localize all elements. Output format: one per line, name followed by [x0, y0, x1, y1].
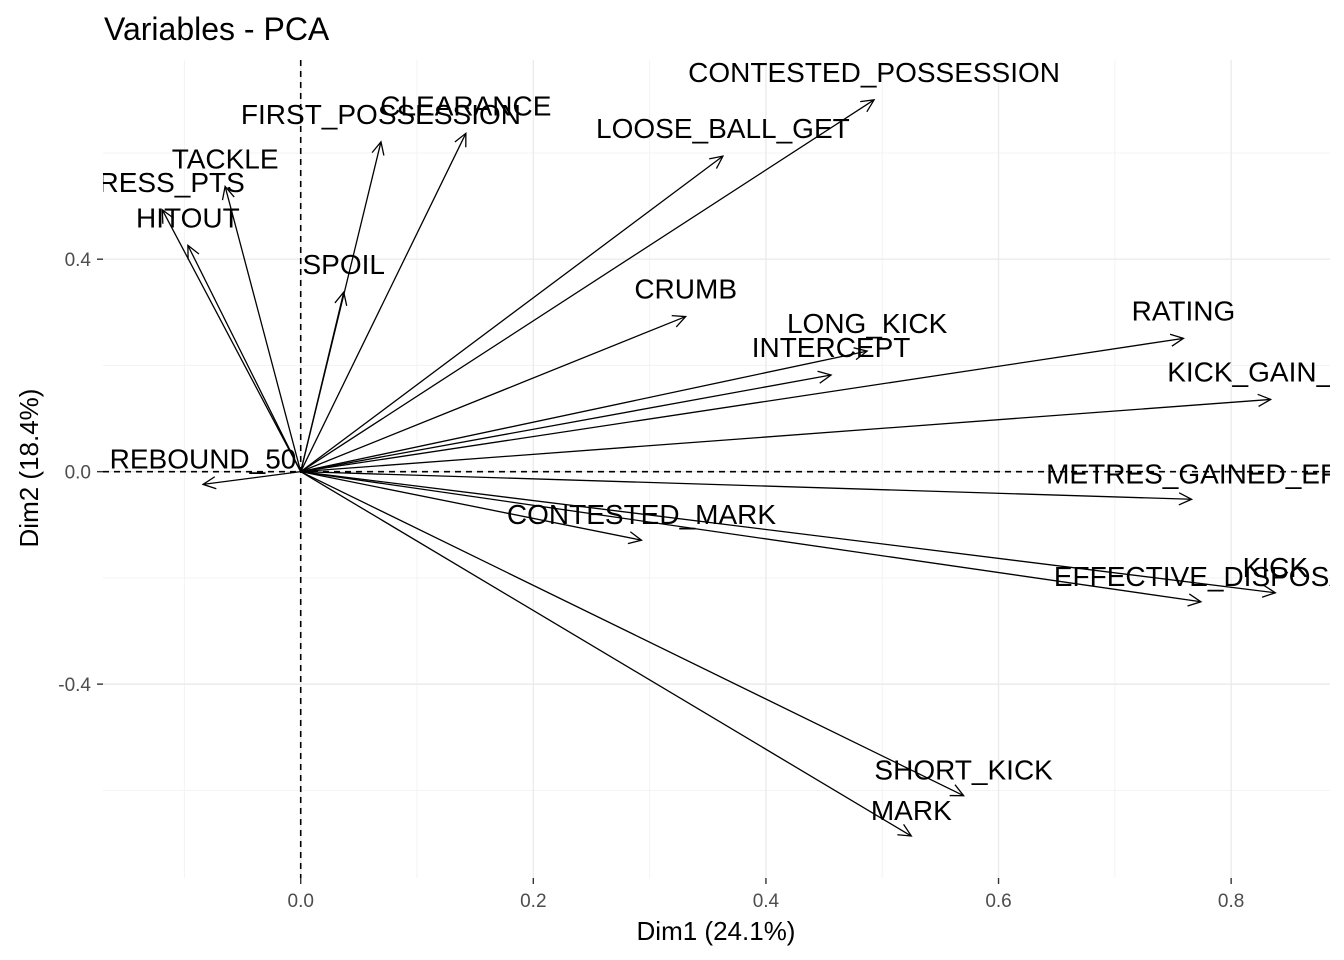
arrow-mark	[300, 471, 912, 837]
arrow-effective-disposa	[300, 471, 1201, 603]
arrowhead-effective-disposa	[1187, 593, 1203, 607]
arrow-contested-mark	[300, 471, 642, 541]
arrow-hitout	[187, 245, 302, 472]
label-metres-gained-ef: METRES_GAINED_EF	[1046, 458, 1337, 489]
arrowhead-kick	[1261, 584, 1277, 598]
y-tick-label: -0.4	[58, 675, 91, 696]
arrow-rating	[300, 337, 1184, 473]
y-tick-label: 0.4	[65, 250, 92, 271]
arrow-short-kick	[300, 471, 964, 797]
arrow-crumb	[300, 315, 686, 473]
x-axis-title: Dim1 (24.1%)	[637, 916, 796, 946]
label-press-pts: PRESS_PTS	[80, 167, 245, 198]
arrowhead-spoil	[334, 290, 348, 306]
label-short-kick: SHORT_KICK	[874, 755, 1053, 786]
variable-labels: CONTESTED_POSSESSION CLEARANCEFIRST_POSSE…	[80, 57, 1344, 826]
arrowhead-metres-gained-ef	[1178, 492, 1194, 506]
label-contested-possession: CONTESTED_POSSESSION	[688, 57, 1060, 88]
label-mark: MARK	[871, 795, 952, 826]
label-loose-ball-get: LOOSE_BALL_GET	[596, 113, 850, 144]
minor-gridlines	[103, 60, 1330, 878]
arrowhead-long-kick	[853, 347, 869, 361]
arrowhead-contested-possession	[860, 99, 876, 113]
arrowhead-press-pts	[161, 208, 174, 224]
label-clearance: CLEARANCE	[380, 90, 551, 121]
arrow-long-kick	[300, 350, 868, 473]
label-crumb: CRUMB	[634, 274, 737, 305]
arrowhead-hitout	[187, 244, 200, 260]
label-spoil: SPOIL	[303, 249, 385, 280]
arrow-loose-ball-get	[300, 155, 724, 473]
arrow-spoil	[300, 291, 345, 472]
y-axis-ticks: -0.4 0.0 0.4	[58, 250, 103, 696]
arrowhead-rebound-50	[201, 476, 217, 490]
arrowhead-rating	[1169, 333, 1185, 347]
x-tick-label: 0.4	[753, 891, 780, 912]
y-axis-title: Dim2 (18.4%)	[14, 389, 44, 548]
arrow-clearance	[300, 133, 467, 472]
x-tick-label: 0.2	[520, 891, 546, 912]
label-hitout: HITOUT	[136, 202, 240, 233]
chart-title: Variables - PCA	[104, 11, 330, 47]
x-tick-label: 0.0	[288, 891, 314, 912]
arrow-contested-possession	[300, 99, 875, 473]
label-effective-disposa: EFFECTIVE_DISPOSA	[1054, 561, 1344, 592]
arrow-kick	[300, 471, 1276, 594]
label-tackle: TACKLE	[172, 143, 279, 174]
label-long-kick: LONG_KICK	[787, 308, 948, 339]
x-axis-ticks: 0.0 0.2 0.4 0.6 0.8	[288, 878, 1244, 912]
label-kick-gain-me: KICK_GAIN_ME	[1167, 356, 1344, 387]
arrow-metres-gained-ef	[300, 471, 1192, 500]
label-contested-mark: CONTESTED_MARK	[507, 499, 776, 530]
arrow-intercept	[300, 374, 832, 473]
arrow-tackle	[224, 186, 302, 472]
arrowhead-mark	[897, 823, 913, 837]
label-rating: RATING	[1132, 295, 1236, 326]
x-tick-label: 0.8	[1218, 891, 1244, 912]
label-first-possession: FIRST_POSSESSION	[241, 99, 521, 130]
arrow-rebound-50	[202, 471, 301, 486]
arrowhead-first-possession	[371, 140, 385, 156]
arrowhead-contested-mark	[627, 531, 643, 545]
y-tick-label: 0.0	[65, 463, 91, 484]
major-gridlines	[103, 60, 1330, 878]
variable-arrows	[161, 99, 1277, 837]
x-tick-label: 0.6	[985, 891, 1011, 912]
label-rebound-50: REBOUND_50	[110, 443, 297, 474]
label-kick: KICK	[1243, 552, 1309, 583]
arrowhead-tackle	[221, 184, 235, 201]
arrowhead-clearance	[454, 131, 467, 148]
label-intercept: INTERCEPT	[752, 332, 911, 363]
arrow-press-pts	[161, 209, 302, 472]
arrow-kick-gain-me	[300, 398, 1271, 473]
arrowhead-intercept	[817, 370, 833, 384]
arrowhead-short-kick	[949, 784, 965, 797]
arrowhead-crumb	[671, 314, 688, 328]
arrowhead-loose-ball-get	[709, 155, 725, 169]
arrowhead-kick-gain-me	[1257, 393, 1273, 407]
